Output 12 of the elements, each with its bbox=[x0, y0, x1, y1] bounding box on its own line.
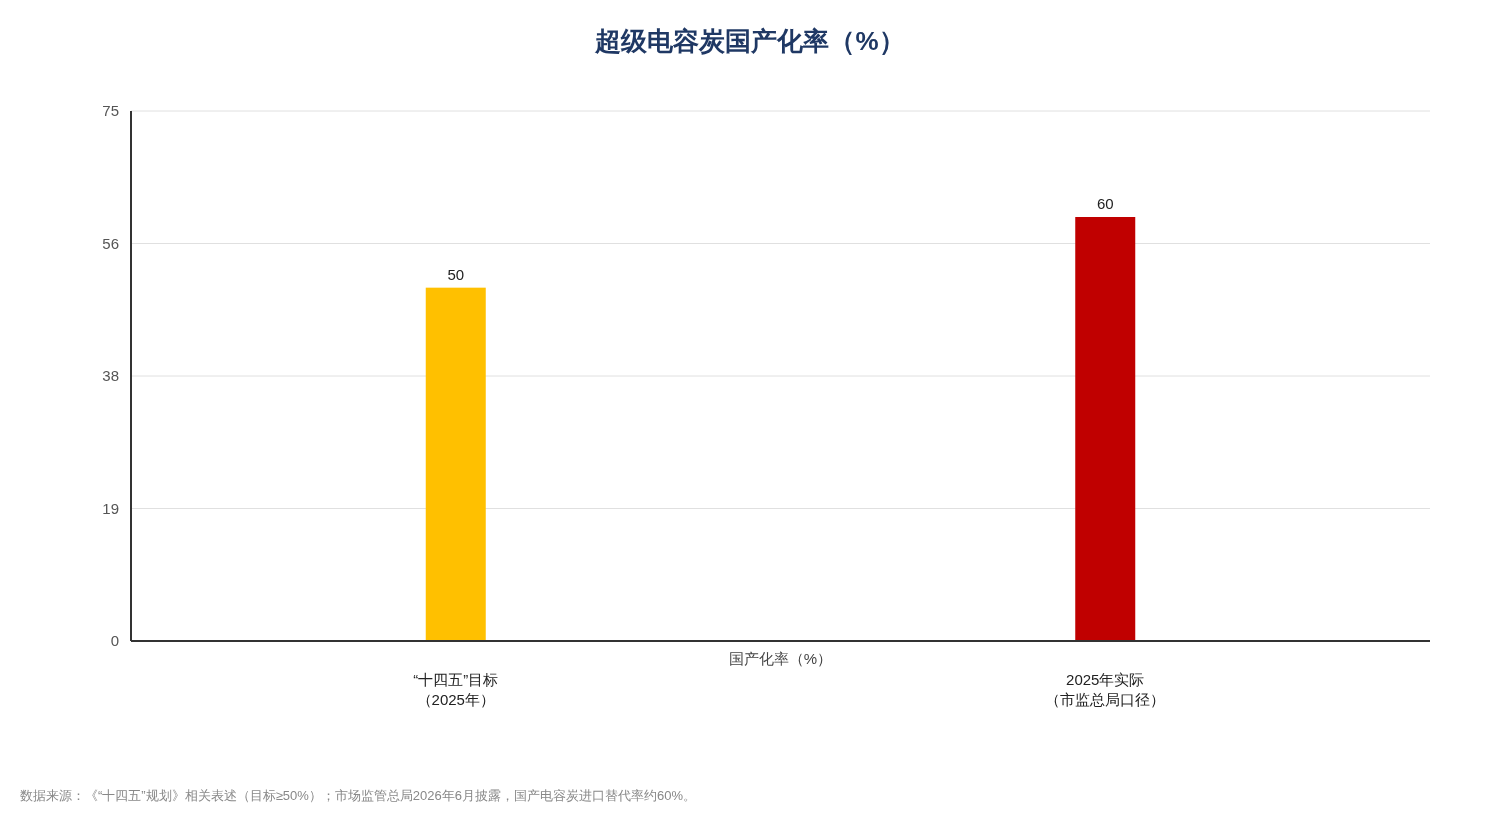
source-note: 数据来源：《“十四五”规划》相关表述（目标≥50%）；市场监管总局2026年6月披露，国产电容炭进口替代率约60%。 bbox=[20, 788, 696, 803]
data-label: 60 bbox=[1096, 195, 1114, 212]
y-tick-label: 38 bbox=[102, 367, 119, 384]
x-tick-label: “十四五”目标（2025年） bbox=[413, 671, 499, 708]
chart-title: 超级电容炭国产化率（%） bbox=[594, 26, 905, 56]
y-tick-label: 0 bbox=[110, 632, 119, 649]
y-tick-label: 56 bbox=[102, 234, 119, 252]
x-tick-label: 2025年实际（市监总局口径） bbox=[1045, 671, 1166, 708]
y-tick-label: 19 bbox=[102, 499, 119, 517]
x-axis-title: 国产化率（%） bbox=[728, 650, 833, 667]
data-label: 50 bbox=[447, 265, 465, 283]
y-tick-label: 75 bbox=[102, 102, 119, 119]
